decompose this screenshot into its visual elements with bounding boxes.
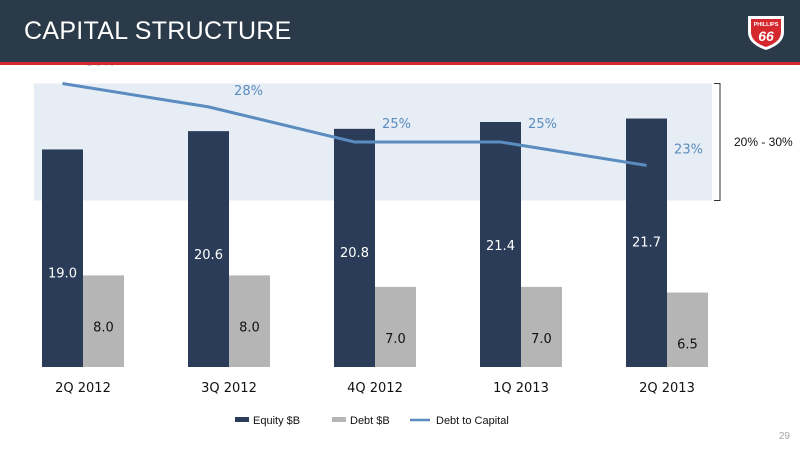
debt-to-capital-label: 30% bbox=[86, 65, 115, 70]
debt-value-label: 8.0 bbox=[93, 320, 114, 335]
legend-entry: Equity $B bbox=[253, 415, 300, 427]
debt-to-capital-label: 28% bbox=[234, 84, 263, 99]
x-axis-tick-label: 2Q 2013 bbox=[639, 381, 695, 396]
legend-swatch bbox=[235, 417, 249, 422]
legend-swatch bbox=[332, 417, 346, 422]
x-axis-tick-label: 4Q 2012 bbox=[347, 381, 403, 396]
target-range-label: 20% - 30% bbox=[734, 135, 793, 149]
x-axis-tick-label: 1Q 2013 bbox=[493, 381, 549, 396]
equity-value-label: 20.6 bbox=[194, 248, 223, 263]
debt-to-capital-label: 25% bbox=[528, 117, 557, 132]
equity-value-label: 19.0 bbox=[48, 266, 77, 281]
debt-bar bbox=[83, 275, 124, 367]
debt-value-label: 7.0 bbox=[385, 332, 406, 347]
target-range-bracket bbox=[714, 83, 721, 201]
debt-bar bbox=[667, 292, 708, 367]
equity-bar bbox=[334, 128, 375, 367]
x-axis-tick-label: 3Q 2012 bbox=[201, 381, 257, 396]
debt-to-capital-label: 25% bbox=[382, 117, 411, 132]
equity-bar bbox=[480, 121, 521, 367]
equity-value-label: 20.8 bbox=[340, 246, 369, 261]
debt-value-label: 6.5 bbox=[677, 338, 698, 353]
debt-to-capital-label: 23% bbox=[674, 142, 703, 157]
capital-structure-chart: 19.0 8.0 20.6 8.0 20.8 7.0 21.4 7.0 21.7 6.5 30% 2… bbox=[34, 65, 793, 427]
page-number: 29 bbox=[778, 431, 790, 442]
x-axis-tick-label: 2Q 2012 bbox=[55, 381, 111, 396]
equity-value-label: 21.7 bbox=[632, 236, 661, 251]
debt-value-label: 7.0 bbox=[531, 332, 552, 347]
legend-entry: Debt to Capital bbox=[436, 415, 509, 427]
header-divider bbox=[0, 62, 800, 65]
phillips-66-logo: PHILLIPS 66 bbox=[748, 16, 784, 50]
legend-entry: Debt $B bbox=[350, 415, 390, 427]
equity-bar bbox=[42, 149, 83, 367]
logo-text-main: 66 bbox=[758, 28, 774, 44]
equity-bar bbox=[188, 131, 229, 367]
logo-text-top: PHILLIPS bbox=[754, 22, 779, 28]
debt-bar bbox=[521, 286, 562, 367]
debt-bar bbox=[375, 286, 416, 367]
header-bar: CAPITAL STRUCTURE bbox=[0, 0, 800, 62]
page-title: CAPITAL STRUCTURE bbox=[24, 17, 292, 45]
debt-value-label: 8.0 bbox=[239, 320, 260, 335]
debt-to-capital-line bbox=[62, 82, 647, 167]
chart-legend: Equity $B Debt $B Debt to Capital bbox=[235, 415, 509, 427]
debt-bar bbox=[229, 275, 270, 367]
equity-bar bbox=[626, 118, 667, 367]
equity-value-label: 21.4 bbox=[486, 239, 515, 254]
